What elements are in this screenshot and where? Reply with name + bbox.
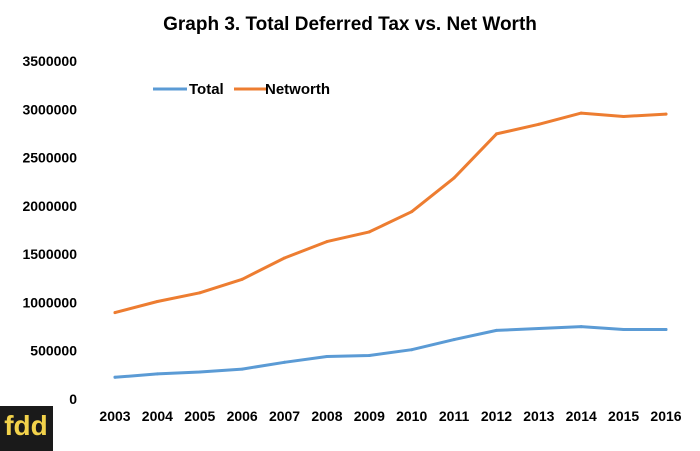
- chart-title: Graph 3. Total Deferred Tax vs. Net Wort…: [163, 14, 537, 35]
- y-tick-label: 2000000: [22, 198, 77, 214]
- data-point-total: [622, 327, 626, 331]
- x-tick-label: 2015: [608, 408, 639, 424]
- data-point-networth: [410, 210, 414, 214]
- data-point-networth: [155, 299, 159, 303]
- data-point-total: [452, 338, 456, 342]
- series-line-total: [113, 325, 668, 379]
- series-layer: [113, 111, 668, 379]
- y-tick-label: 1500000: [22, 246, 77, 262]
- x-tick-label: 2005: [184, 408, 215, 424]
- x-tick-label: 2012: [481, 408, 512, 424]
- x-tick-label: 2003: [99, 408, 130, 424]
- data-point-networth: [452, 176, 456, 180]
- data-point-networth: [622, 115, 626, 119]
- legend-label-total: Total: [189, 81, 224, 98]
- data-point-total: [367, 354, 371, 358]
- x-tick-label: 2014: [566, 408, 597, 424]
- data-point-total: [410, 348, 414, 352]
- x-tick-label: 2004: [142, 408, 173, 424]
- data-point-networth: [579, 111, 583, 115]
- x-tick-label: 2013: [523, 408, 554, 424]
- y-axis: 3500000 3000000 2500000 2000000 1500000 10000…: [22, 53, 77, 407]
- data-point-total: [494, 328, 498, 332]
- y-tick-label: 2500000: [22, 150, 77, 166]
- x-axis: 2003 2004 2005 2006 2007 2008 2009 2010 2011 2012…: [99, 408, 681, 424]
- data-point-networth: [664, 112, 668, 116]
- x-tick-label: 2011: [439, 408, 470, 424]
- logo-text: fdd: [4, 410, 48, 441]
- x-tick-label: 2006: [227, 408, 258, 424]
- data-point-total: [537, 327, 541, 331]
- x-tick-label: 2016: [650, 408, 681, 424]
- data-point-networth: [494, 132, 498, 136]
- y-tick-label: 0: [69, 391, 77, 407]
- y-tick-label: 3000000: [22, 101, 77, 117]
- data-point-networth: [367, 230, 371, 234]
- x-tick-label: 2008: [311, 408, 342, 424]
- data-point-total: [664, 327, 668, 331]
- y-tick-label: 1000000: [22, 294, 77, 310]
- data-point-networth: [537, 122, 541, 126]
- logo-background: [0, 406, 53, 451]
- data-point-networth: [325, 240, 329, 244]
- data-point-total: [240, 367, 244, 371]
- x-tick-label: 2010: [396, 408, 427, 424]
- legend: Total Networth: [153, 81, 330, 98]
- x-tick-label: 2007: [269, 408, 300, 424]
- data-point-networth: [198, 291, 202, 295]
- data-point-networth: [113, 311, 117, 315]
- data-point-total: [113, 375, 117, 379]
- data-point-total: [155, 372, 159, 376]
- series-line-networth: [113, 111, 668, 315]
- x-tick-label: 2009: [354, 408, 385, 424]
- data-point-total: [283, 360, 287, 364]
- data-point-networth: [240, 277, 244, 281]
- data-point-networth: [283, 256, 287, 260]
- data-point-total: [325, 355, 329, 359]
- y-tick-label: 3500000: [22, 53, 77, 69]
- data-point-total: [198, 370, 202, 374]
- y-tick-label: 500000: [30, 343, 77, 359]
- legend-label-networth: Networth: [265, 81, 330, 98]
- data-point-total: [579, 325, 583, 329]
- fdd-logo: fdd: [0, 406, 53, 451]
